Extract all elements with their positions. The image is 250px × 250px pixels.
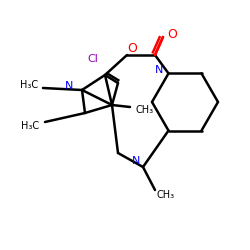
- Text: CH₃: CH₃: [136, 105, 154, 115]
- Text: N: N: [155, 66, 164, 76]
- Text: H₃C: H₃C: [20, 80, 38, 90]
- Text: CH₃: CH₃: [157, 190, 175, 200]
- Text: Cl: Cl: [88, 54, 99, 64]
- Text: O: O: [167, 28, 177, 42]
- Text: N: N: [65, 81, 73, 91]
- Text: O: O: [127, 42, 137, 56]
- Text: H₃C: H₃C: [21, 121, 39, 131]
- Text: N: N: [132, 156, 140, 166]
